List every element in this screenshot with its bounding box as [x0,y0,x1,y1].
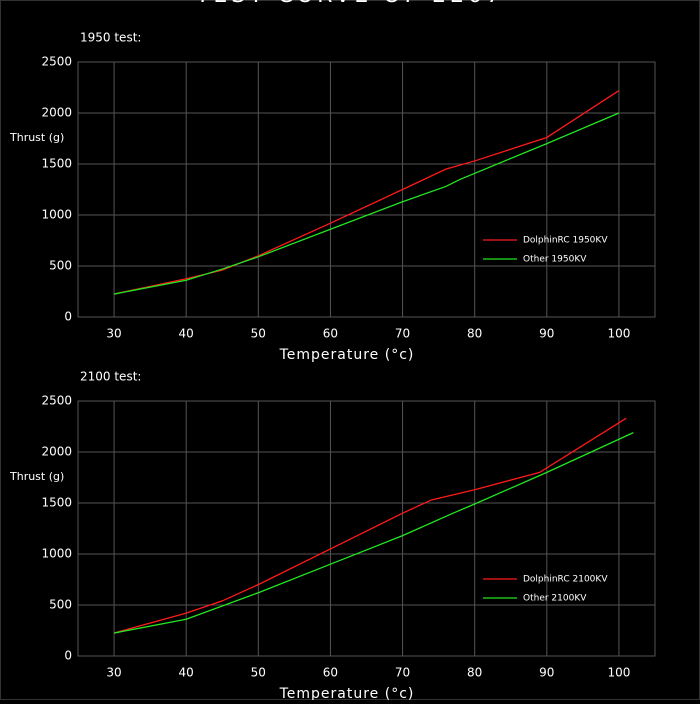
x-tick-label: 30 [106,666,121,680]
x-tick-label: 70 [395,327,410,341]
y-axis-label: Thrust (g) [9,470,64,483]
x-tick-label: 40 [179,327,194,341]
x-tick-label: 90 [539,327,554,341]
series-line [113,417,627,634]
x-tick-label: 80 [467,666,482,680]
y-tick-label: 1500 [41,157,72,171]
legend-label: Other 2100KV [523,594,587,604]
page-title: TEST CURVE OF 2207 [195,0,504,8]
legend-label: DolphinRC 2100KV [523,575,608,585]
y-tick-label: 1000 [41,547,72,561]
y-tick-label: 2000 [41,445,72,459]
x-axis-label: Temperature (°c) [279,347,415,363]
y-tick-label: 2000 [41,106,72,120]
y-tick-label: 0 [64,649,72,663]
x-tick-label: 80 [467,327,482,341]
legend-label: Other 1950KV [523,255,587,265]
y-tick-label: 0 [64,310,72,324]
y-tick-label: 2500 [41,394,72,408]
x-tick-label: 40 [179,666,194,680]
series-line [113,112,620,295]
x-axis-label: Temperature (°c) [279,686,415,700]
y-tick-label: 1500 [41,496,72,510]
y-axis-label: Thrust (g) [9,131,64,144]
y-tick-label: 500 [49,259,72,273]
x-tick-label: 100 [607,666,630,680]
x-tick-label: 30 [106,327,121,341]
y-tick-label: 2500 [41,55,72,69]
x-tick-label: 50 [251,666,266,680]
chart-title: 1950 test: [80,31,141,45]
chart-title: 2100 test: [80,370,141,384]
x-tick-label: 100 [607,327,630,341]
legend-label: DolphinRC 1950KV [523,236,608,246]
x-tick-label: 60 [323,666,338,680]
y-tick-label: 500 [49,598,72,612]
x-tick-label: 90 [539,666,554,680]
x-tick-label: 50 [251,327,266,341]
x-tick-label: 60 [323,327,338,341]
series-line [113,432,634,634]
x-tick-label: 70 [395,666,410,680]
y-tick-label: 1000 [41,208,72,222]
